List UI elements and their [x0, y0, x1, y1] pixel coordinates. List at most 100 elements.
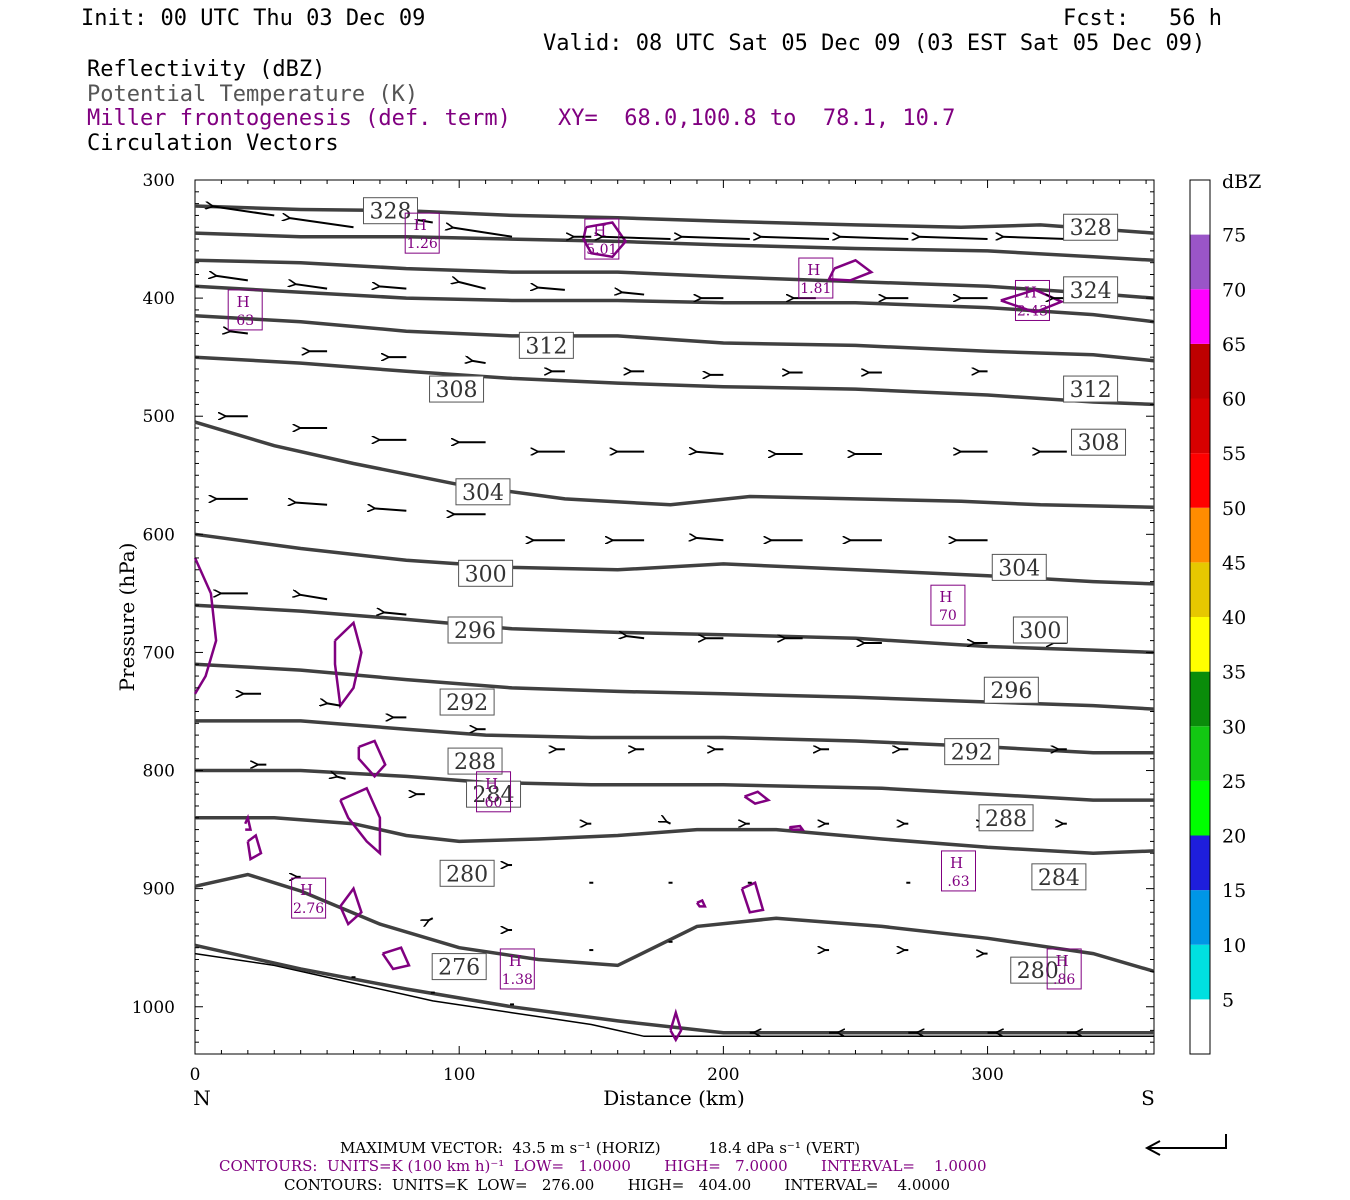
frontogenesis-max: H .86 [1046, 948, 1082, 990]
max-box [404, 212, 440, 254]
y-tick-label: 500 [143, 407, 175, 427]
field-circulation-vectors: Circulation Vectors [87, 131, 339, 156]
vector-arrow [452, 227, 513, 238]
max-label: H [807, 261, 820, 279]
reference-vector-arrow [1144, 1134, 1227, 1156]
theta-label: 296 [447, 616, 503, 644]
vector-arrow [295, 502, 328, 504]
colorbar-level-label: 40 [1222, 607, 1246, 629]
frontogenesis-contours [193, 204, 1065, 1043]
field-frontogenesis: Miller frontogenesis (def. term) [87, 106, 511, 131]
vector-arrow [212, 206, 275, 217]
y-tick-label: 400 [143, 289, 175, 309]
theta-label-text: 308 [436, 378, 478, 403]
theta-label-text: 312 [525, 334, 567, 359]
theta-line-300 [194, 603, 1155, 655]
vector-arrow [839, 237, 909, 239]
theta-line-276 [194, 943, 1154, 1035]
max-box [930, 584, 966, 626]
vector-arrow [229, 331, 248, 333]
y-tick-label: 800 [143, 762, 175, 782]
colorbar-level-label: 50 [1222, 498, 1246, 520]
max-box [1014, 279, 1050, 321]
header-valid-time: Valid: 08 UTC Sat 05 Dec 09 (03 EST Sat … [543, 31, 1206, 56]
frontogenesis-contour [1000, 288, 1065, 314]
vector-arrow [295, 284, 328, 290]
theta-label: 328 [362, 197, 418, 225]
theta-label: 296 [983, 676, 1039, 704]
frontogenesis-max: H 1.81 [798, 257, 834, 299]
colorbar-cell [1190, 234, 1210, 290]
vector-arrow [919, 237, 988, 239]
frontogenesis-contour [695, 898, 707, 908]
x-tick-label: 300 [971, 1065, 1003, 1085]
theta-label-text: 324 [1070, 279, 1112, 304]
theta-line-316 [194, 314, 1155, 363]
y-tick-label: 1000 [132, 998, 175, 1018]
theta-label-text: 280 [1017, 959, 1059, 984]
colorbar-level-label: 60 [1222, 389, 1246, 411]
vector-arrow [696, 538, 724, 540]
colorbar-cell [1190, 999, 1210, 1054]
max-value: 1.38 [502, 972, 533, 988]
theta-label: 280 [1010, 956, 1066, 984]
max-box [584, 218, 620, 260]
vector-arrow [458, 282, 486, 290]
vector-arrow [299, 595, 328, 601]
y-tick-label: 900 [143, 880, 175, 900]
frontogenesis-contour [339, 885, 363, 927]
frontogenesis-max: H 1.38 [499, 948, 535, 990]
theta-label-box [518, 331, 574, 359]
vector-arrow [383, 612, 407, 614]
frontogenesis-maxima: H 1.26 H 5.01 H 1.81 H 2.43 H 63 H 70 H 60 H .63 H 2.76 H 1… [227, 212, 1082, 990]
max-label: H [414, 216, 427, 234]
max-value: .86 [1053, 972, 1075, 988]
theta-label-box [1063, 213, 1119, 241]
vector-arrow [696, 452, 724, 454]
theta-line-332 [194, 204, 1155, 235]
vector-arrow [289, 218, 354, 229]
theta-label-box [466, 780, 522, 808]
max-box [476, 771, 512, 813]
colorbar-cell [1190, 671, 1210, 727]
header-forecast-hour: Fcst: 56 h [1063, 6, 1222, 31]
max-value: 1.81 [800, 281, 831, 297]
y-tick-label: 700 [143, 643, 175, 663]
max-label: H [237, 293, 250, 311]
colorbar-level-label: 75 [1222, 225, 1246, 247]
max-value: 2.76 [293, 901, 324, 917]
theta-label-text: 328 [1070, 216, 1112, 241]
theta-label-text: 284 [473, 783, 515, 808]
theta-label-box [944, 738, 1000, 766]
frontogenesis-max: H 5.01 [584, 218, 620, 260]
theta-label-text: 312 [1070, 378, 1112, 403]
colorbar-cell [1190, 726, 1210, 781]
colorbar-frame [1189, 179, 1211, 1055]
theta-label-box [447, 747, 503, 775]
theta-label-text: 304 [462, 481, 504, 506]
frontogenesis-max: H 60 [476, 771, 512, 813]
frontogenesis-max: H 70 [930, 584, 966, 626]
colorbar-level-label: 25 [1222, 771, 1246, 793]
y-axis-label: Pressure (hPa) [115, 543, 139, 692]
theta-label: 304 [991, 553, 1047, 581]
theta-label-box [1071, 428, 1127, 456]
colorbar-cell [1190, 289, 1210, 344]
plot-frame [194, 179, 1155, 1055]
theta-line-308 [194, 420, 1155, 509]
max-label: H [939, 588, 952, 606]
theta-label-box [447, 616, 503, 644]
theta-line-312 [194, 355, 1155, 407]
theta-label: 300 [1012, 616, 1068, 644]
theta-label-text: 284 [1038, 866, 1080, 891]
max-value: 60 [485, 795, 503, 811]
colorbar-level-label: 35 [1222, 662, 1246, 684]
theta-line-324 [194, 258, 1155, 300]
theta-label: 312 [518, 331, 574, 359]
theta-label: 276 [431, 953, 487, 981]
vector-arrow [472, 361, 486, 363]
colorbar-cell [1190, 453, 1210, 508]
theta-label-text: 280 [446, 862, 488, 887]
frontogenesis-max: H 1.26 [404, 212, 440, 254]
